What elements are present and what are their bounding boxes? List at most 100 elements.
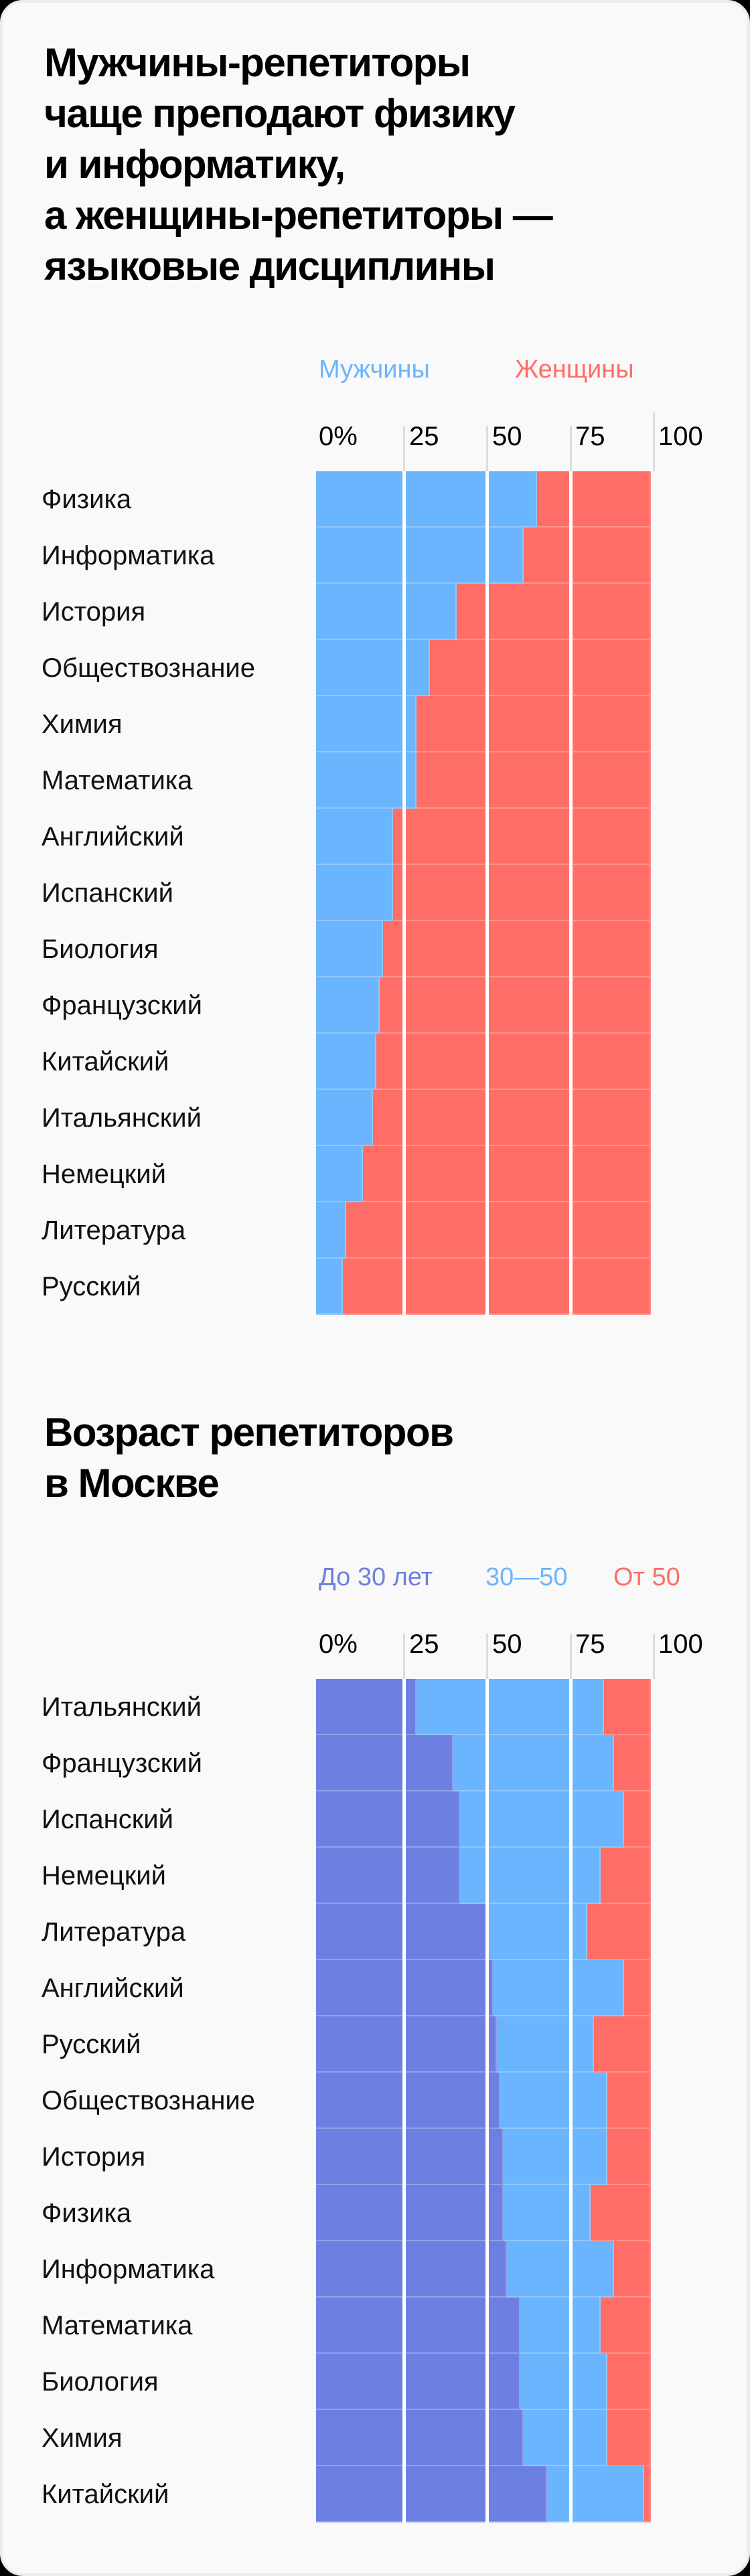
legend-over-50: От 50 (613, 1563, 680, 1591)
bar-segment (417, 1679, 604, 1735)
bar-segment (601, 2298, 651, 2354)
category-label: Обществознание (42, 2086, 256, 2115)
bar-segment (316, 1679, 417, 1735)
chart1-x-axis: 0% 25 50 75 100 (3, 423, 750, 457)
gridline-50-over (485, 471, 489, 1315)
bar-segment (507, 2241, 614, 2298)
stacked-bar (316, 2129, 651, 2185)
bar-segment (504, 2129, 607, 2185)
category-label: История (42, 597, 146, 627)
chart2-legend: До 30 лет 30—50 От 50 (3, 1564, 750, 1593)
bar-segment (346, 1202, 651, 1259)
category-label: Физика (42, 485, 132, 514)
category-label: Обществознание (42, 653, 256, 683)
bar-segment (343, 1259, 651, 1315)
bar-segment (316, 921, 383, 977)
stacked-bar (316, 2410, 651, 2466)
chart2-bars: Итальянский Французский Испанский Немецкий Л… (3, 1679, 750, 2522)
chart2-title-line: Возраст репетиторов (44, 1410, 454, 1455)
bar-segment (316, 2073, 500, 2129)
bar-segment (430, 640, 651, 696)
chart1-title-line: и информатику, (44, 142, 346, 187)
stacked-bar (316, 528, 651, 584)
bar-row: Испанский (3, 865, 750, 921)
bar-segment (624, 1791, 651, 1848)
bar-row: Французский (3, 977, 750, 1034)
bar-row: Литература (3, 1904, 750, 1960)
bar-segment (607, 2129, 651, 2185)
bar-segment (316, 752, 417, 809)
bar-segment (604, 1679, 651, 1735)
bar-segment (316, 1146, 363, 1202)
bar-segment (624, 1960, 651, 2016)
legend-men: Мужчины (319, 355, 430, 384)
bar-row: Математика (3, 2298, 750, 2354)
bar-segment (547, 2466, 644, 2522)
category-label: Итальянский (42, 1103, 202, 1133)
category-label: Русский (42, 2030, 141, 2059)
bar-segment (524, 528, 651, 584)
bar-row: Обществознание (3, 2073, 750, 2129)
category-label: Русский (42, 1272, 141, 1301)
stacked-bar (316, 977, 651, 1034)
category-label: Китайский (42, 1047, 169, 1076)
stacked-bar (316, 1202, 651, 1259)
bar-row: Химия (3, 696, 750, 752)
bar-segment (363, 1146, 651, 1202)
chart2-title: Возраст репетиторов в Москве (44, 1407, 454, 1509)
chart1-title-line: языковые дисциплины (44, 244, 496, 289)
category-label: Литература (42, 1917, 186, 1947)
bar-segment (393, 865, 651, 921)
bar-segment (614, 1735, 651, 1791)
stacked-bar (316, 809, 651, 865)
bar-row: Литература (3, 1202, 750, 1259)
bar-segment (373, 1090, 651, 1146)
bar-segment (494, 1960, 624, 2016)
stacked-bar (316, 1034, 651, 1090)
stacked-bar (316, 1791, 651, 1848)
bar-segment (601, 1848, 651, 1904)
stacked-bar (316, 2185, 651, 2241)
bar-segment (316, 2016, 497, 2073)
legend-women: Женщины (515, 355, 634, 384)
bar-row: Немецкий (3, 1848, 750, 1904)
tick-100: 100 (658, 1629, 703, 1659)
bar-row: Информатика (3, 2241, 750, 2298)
stacked-bar (316, 865, 651, 921)
bar-segment (460, 1848, 601, 1904)
stacked-bar (316, 1735, 651, 1791)
bar-segment (316, 2466, 547, 2522)
bar-segment (520, 2354, 607, 2410)
gridline-50 (486, 1633, 488, 1679)
category-label: Английский (42, 822, 184, 852)
stacked-bar (316, 1848, 651, 1904)
legend-30-50: 30—50 (485, 1563, 568, 1591)
stacked-bar (316, 921, 651, 977)
category-label: Химия (42, 710, 123, 739)
category-label: Немецкий (42, 1159, 166, 1189)
bar-segment (316, 640, 430, 696)
gridline-75-over (569, 471, 573, 1315)
bar-segment (607, 2073, 651, 2129)
gridline-25 (403, 426, 405, 471)
gridline-75-over (569, 1679, 573, 2522)
bar-segment (460, 1791, 624, 1848)
bar-row: Итальянский (3, 1090, 750, 1146)
stacked-bar (316, 2298, 651, 2354)
bar-row: Биология (3, 2354, 750, 2410)
stacked-bar (316, 640, 651, 696)
gridline-50-over (485, 1679, 489, 2522)
bar-segment (644, 2466, 651, 2522)
gridline-100 (653, 1633, 655, 1679)
category-label: Литература (42, 1216, 186, 1245)
stacked-bar (316, 1960, 651, 2016)
gridline-25 (403, 1633, 405, 1679)
tick-0: 0% (319, 1629, 358, 1659)
bar-segment (316, 2354, 520, 2410)
bar-row: Математика (3, 752, 750, 809)
category-label: Испанский (42, 1805, 173, 1834)
bar-segment (594, 2016, 651, 2073)
category-label: Французский (42, 1749, 202, 1778)
bar-segment (316, 977, 380, 1034)
gridline-50 (486, 426, 488, 471)
